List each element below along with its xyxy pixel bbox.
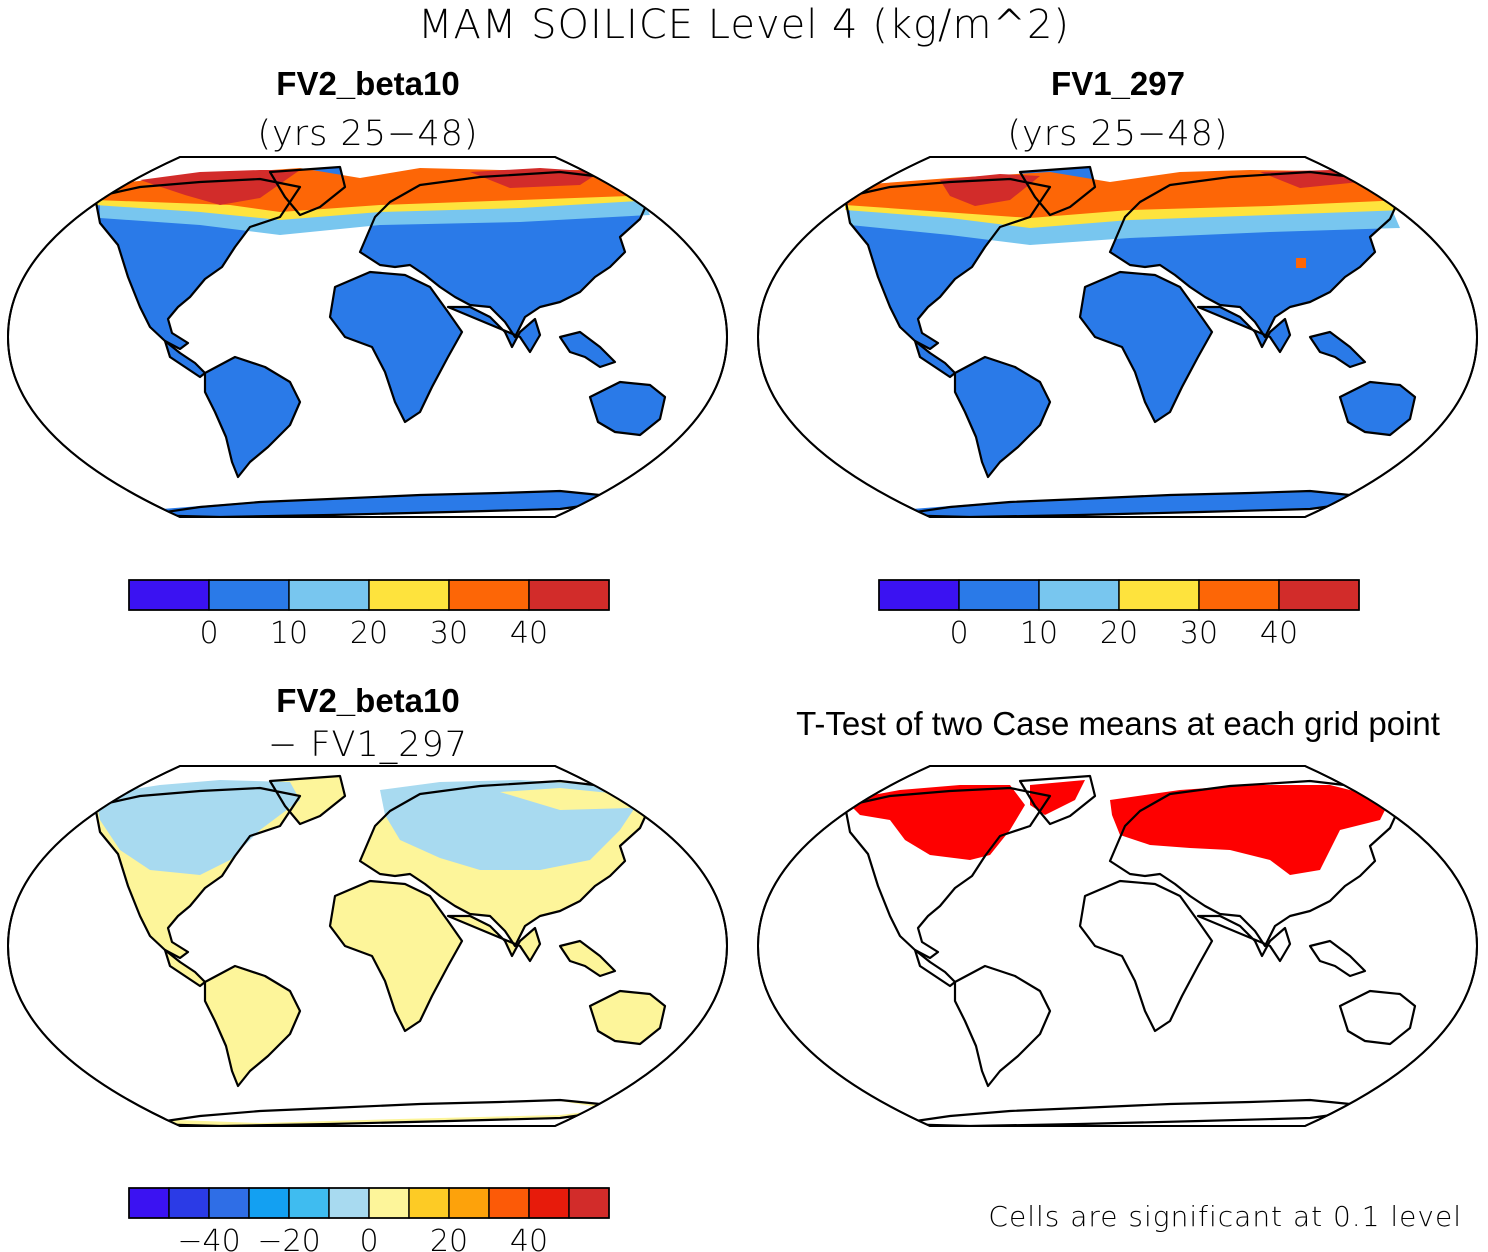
panel-fv1-title: FV1_297 [1051, 65, 1185, 102]
colorbar-tick: 20 [1100, 616, 1138, 651]
panel-diff-subtitle: − FV1_297 [268, 725, 468, 765]
colorbar-tick: 10 [1020, 616, 1058, 651]
panel-diff-colorbar [128, 1187, 610, 1219]
colorbar-swatch [128, 579, 210, 611]
colorbar-swatch [528, 579, 610, 611]
colorbar-swatch [288, 579, 370, 611]
colorbar-tick: −20 [257, 1224, 320, 1252]
colorbar-swatch [248, 1187, 290, 1219]
panel-fv2-map [6, 156, 729, 518]
colorbar-swatch [168, 1187, 210, 1219]
colorbar-swatch [1038, 579, 1120, 611]
colorbar-swatch [878, 579, 960, 611]
colorbar-tick: 20 [430, 1224, 468, 1252]
colorbar-swatch [128, 1187, 170, 1219]
colorbar-swatch [288, 1187, 330, 1219]
panel-ttest-title: T-Test of two Case means at each grid po… [796, 705, 1440, 742]
colorbar-swatch [1198, 579, 1280, 611]
colorbar-swatch [528, 1187, 570, 1219]
panel-fv1-map [756, 156, 1479, 518]
colorbar-tick: 30 [430, 616, 468, 651]
colorbar-tick: 20 [350, 616, 388, 651]
colorbar-swatch [208, 579, 290, 611]
panel-diff: FV2_beta10 − FV1_297 −40 −20 0 20 40 [6, 682, 729, 1252]
colorbar-swatch [408, 1187, 450, 1219]
colorbar-tick: 40 [510, 616, 548, 651]
panel-ttest-map [756, 765, 1479, 1127]
colorbar-tick: 40 [1260, 616, 1298, 651]
panel-fv2-colorbar-ticks: 0 10 20 30 40 [199, 616, 548, 651]
colorbar-swatch [1278, 579, 1360, 611]
colorbar-swatch [448, 1187, 490, 1219]
colorbar-tick: −40 [177, 1224, 240, 1252]
figure-title: MAM SOILICE Level 4 (kg/m^2) [418, 2, 1070, 48]
panel-diff-map [6, 765, 729, 1127]
colorbar-tick: 30 [1180, 616, 1218, 651]
panel-fv1: FV1_297 (yrs 25−48) 0 10 20 [756, 65, 1479, 651]
colorbar-swatch [958, 579, 1040, 611]
panel-fv2-subtitle: (yrs 25−48) [257, 114, 478, 154]
panel-fv2-colorbar [128, 579, 610, 611]
colorbar-tick: 10 [270, 616, 308, 651]
colorbar-tick: 0 [359, 1224, 378, 1252]
colorbar-swatch [1118, 579, 1200, 611]
colorbar-swatch [568, 1187, 610, 1219]
colorbar-swatch [328, 1187, 370, 1219]
colorbar-swatch [368, 1187, 410, 1219]
panel-fv1-subtitle: (yrs 25−48) [1007, 114, 1228, 154]
colorbar-swatch [208, 1187, 250, 1219]
panel-fv1-colorbar-ticks: 0 10 20 30 40 [949, 616, 1298, 651]
panel-fv2: FV2_beta10 (yrs 25−48) [6, 65, 729, 651]
panel-diff-colorbar-ticks: −40 −20 0 20 40 [177, 1224, 548, 1252]
colorbar-swatch [368, 579, 450, 611]
colorbar-tick: 0 [949, 616, 968, 651]
panel-fv2-title: FV2_beta10 [276, 65, 459, 102]
panel-ttest: T-Test of two Case means at each grid po… [756, 705, 1479, 1233]
panel-ttest-note: Cells are significant at 0.1 level [988, 1200, 1462, 1233]
panel-diff-title: FV2_beta10 [276, 682, 459, 719]
colorbar-swatch [448, 579, 530, 611]
panel-fv1-colorbar [878, 579, 1360, 611]
colorbar-tick: 40 [510, 1224, 548, 1252]
colorbar-swatch [488, 1187, 530, 1219]
colorbar-tick: 0 [199, 616, 218, 651]
